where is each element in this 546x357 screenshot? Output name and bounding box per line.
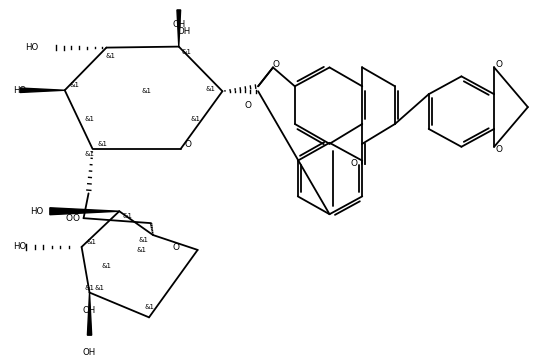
- Polygon shape: [20, 88, 65, 92]
- Text: HO: HO: [26, 43, 39, 52]
- Text: HO: HO: [14, 242, 27, 251]
- Text: O: O: [65, 214, 72, 223]
- Polygon shape: [177, 10, 181, 47]
- Text: OH: OH: [177, 27, 191, 36]
- Text: &1: &1: [122, 213, 132, 219]
- Text: O: O: [245, 101, 252, 110]
- Text: O: O: [351, 159, 358, 168]
- Text: &1: &1: [105, 52, 115, 59]
- Text: &1: &1: [205, 86, 216, 92]
- Text: HO: HO: [31, 207, 44, 216]
- Text: &1: &1: [182, 49, 192, 55]
- Text: &1: &1: [102, 263, 111, 269]
- Text: OH: OH: [172, 20, 186, 29]
- Text: &1: &1: [94, 285, 104, 291]
- Text: O: O: [496, 60, 503, 69]
- Text: &1: &1: [138, 237, 148, 243]
- Text: &1: &1: [141, 88, 151, 94]
- Text: &1: &1: [85, 151, 94, 157]
- Text: O: O: [184, 140, 191, 149]
- Text: &1: &1: [86, 239, 97, 245]
- Polygon shape: [50, 208, 119, 215]
- Text: &1: &1: [70, 82, 80, 88]
- Text: &1: &1: [136, 247, 146, 253]
- Text: O: O: [272, 60, 280, 69]
- Text: OH: OH: [83, 306, 96, 315]
- Text: &1: &1: [97, 141, 108, 147]
- Polygon shape: [87, 292, 92, 335]
- Text: &1: &1: [85, 285, 94, 291]
- Text: O: O: [72, 214, 79, 223]
- Text: OH: OH: [83, 348, 96, 357]
- Text: O: O: [173, 243, 179, 252]
- Text: &1: &1: [191, 116, 200, 122]
- Text: &1: &1: [144, 305, 154, 311]
- Text: &1: &1: [85, 116, 94, 122]
- Text: O: O: [496, 145, 503, 154]
- Text: HO: HO: [14, 86, 27, 95]
